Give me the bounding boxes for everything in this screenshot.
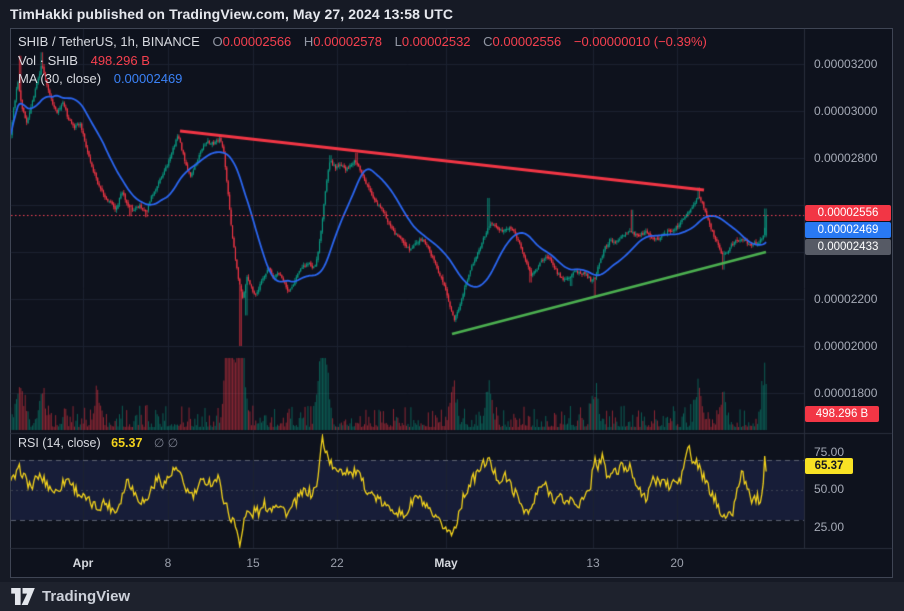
- secondary-price-label: 0.00002433: [805, 239, 891, 255]
- tradingview-logo-icon[interactable]: [11, 588, 35, 605]
- rsi-value: 65.37: [111, 436, 143, 450]
- tradingview-brand[interactable]: TradingView: [42, 588, 131, 605]
- ohlc-open-key: O: [212, 34, 223, 49]
- symbol-legend-row-1[interactable]: SHIB / TetherUS, 1h, BINANCE O0.00002566…: [18, 33, 707, 52]
- ohlc-open-value: 0.00002566: [222, 34, 292, 49]
- rsi-tick-label: 50.00: [814, 482, 845, 496]
- rsi-tick-label: 25.00: [814, 520, 845, 534]
- volume-axis-label: 498.296 B: [805, 406, 879, 422]
- ohlc-low-value: 0.00002532: [401, 34, 471, 49]
- rsi-label: RSI (14, close): [18, 436, 101, 450]
- ohlc-close-key: C: [483, 34, 493, 49]
- price-tick-label: 0.00002000: [814, 339, 878, 353]
- ohlc-close-value: 0.00002556: [492, 34, 562, 49]
- ma-label: MA (30, close): [18, 71, 102, 86]
- volume-label: Vol · SHIB: [18, 52, 78, 68]
- time-tick-label: 20: [670, 556, 684, 570]
- volume-legend-row[interactable]: Vol · SHIB 498.296 B: [18, 52, 707, 71]
- rsi-tick-label: 75.00: [814, 445, 845, 459]
- attribution-header: TimHakki published on TradingView.com, M…: [10, 6, 454, 22]
- footer-bar: TradingView: [0, 582, 904, 611]
- ma-value: 0.00002469: [113, 71, 183, 86]
- ohlc-high-value: 0.00002578: [313, 34, 382, 49]
- time-tick-label: 22: [330, 556, 344, 570]
- rsi-empty-band-values: ∅ ∅: [153, 436, 179, 450]
- time-tick-label: 15: [246, 556, 260, 570]
- ma-legend-row[interactable]: MA (30, close) 0.00002469: [18, 70, 707, 89]
- rsi-axis-label: 65.37: [805, 458, 853, 474]
- symbol-legend: SHIB / TetherUS, 1h, BINANCE O0.00002566…: [18, 33, 707, 89]
- price-tick-label: 0.00003000: [814, 104, 878, 118]
- volume-value: 498.296 B: [90, 52, 150, 68]
- ohlc-high-key: H: [303, 34, 314, 49]
- last-price-label: 0.00002556: [805, 205, 891, 221]
- ohlc-low-key: L: [394, 34, 402, 49]
- price-tick-label: 0.00002200: [814, 292, 878, 306]
- time-tick-label: 13: [586, 556, 600, 570]
- time-tick-label: May: [434, 556, 458, 570]
- time-tick-label: 8: [164, 556, 172, 570]
- symbol-title: SHIB / TetherUS, 1h, BINANCE: [18, 34, 200, 49]
- price-tick-label: 0.00003200: [814, 57, 878, 71]
- price-tick-label: 0.00002800: [814, 151, 878, 165]
- rsi-legend[interactable]: RSI (14, close) 65.37 ∅ ∅: [18, 436, 178, 450]
- ma-price-label: 0.00002469: [805, 222, 891, 238]
- change-value: −0.00000010 (−0.39%): [573, 34, 707, 49]
- price-tick-label: 0.00001800: [814, 386, 878, 400]
- time-tick-label: Apr: [72, 556, 94, 570]
